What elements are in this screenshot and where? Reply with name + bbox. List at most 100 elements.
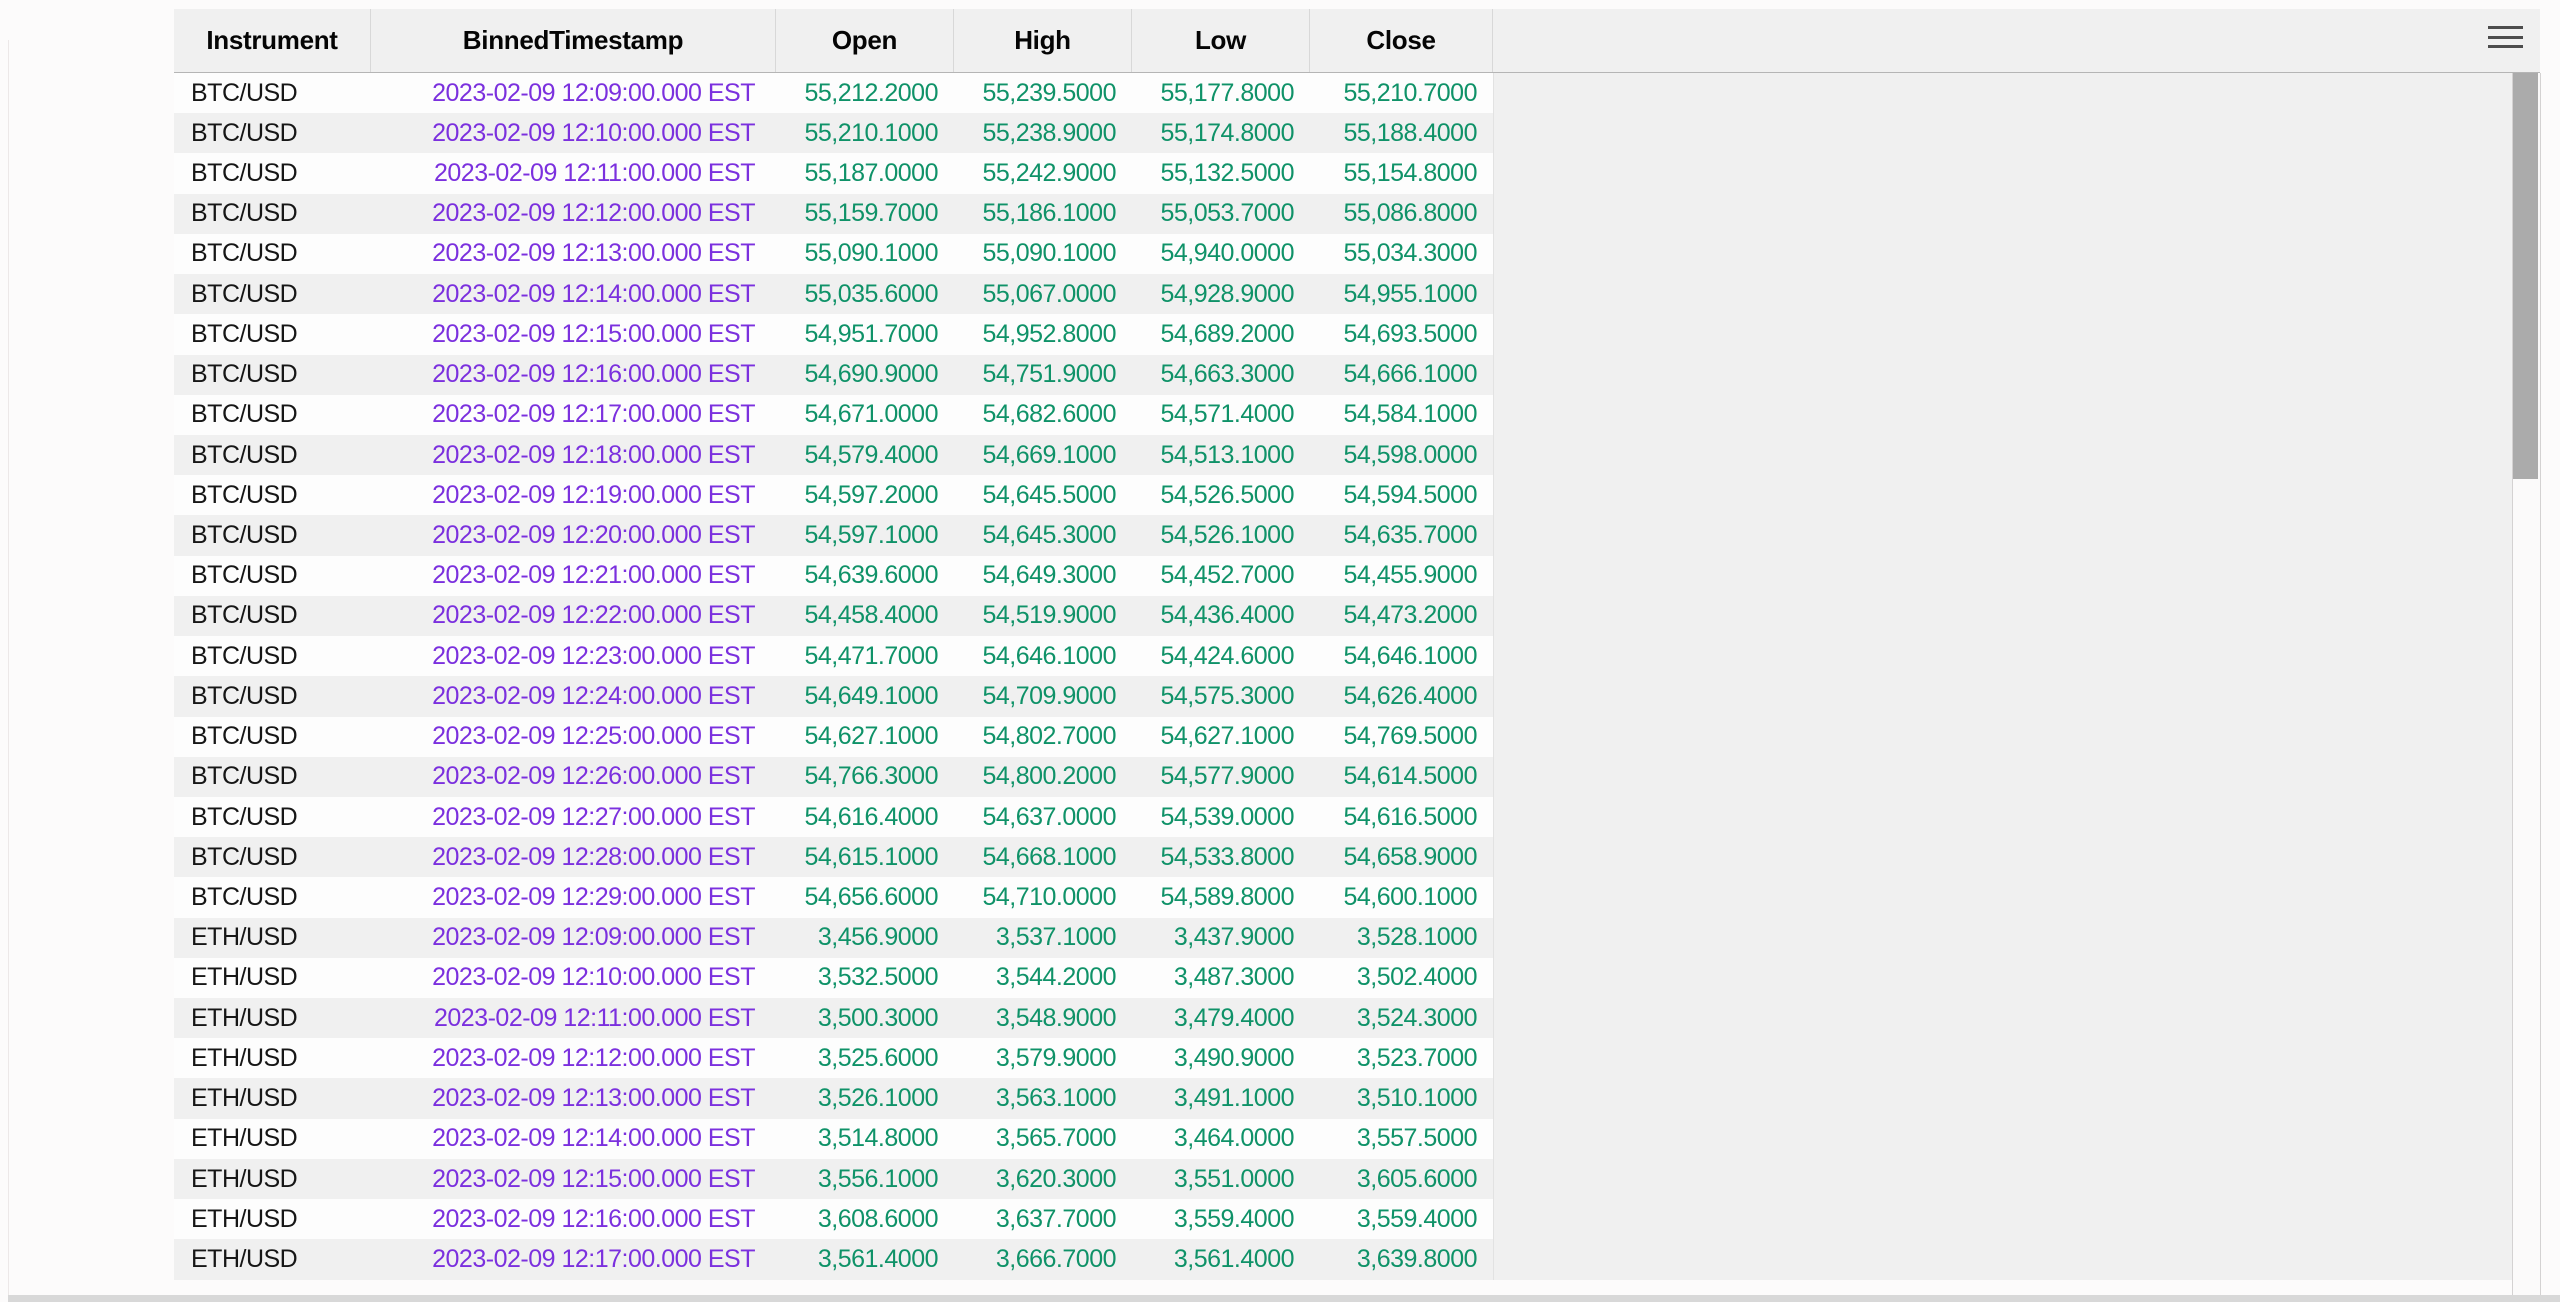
table-row[interactable]: BTC/USD 2023-02-09 12:28:00.000 EST 54,615…	[174, 837, 1493, 878]
cell-close: 3,524.3000	[1356, 1003, 1478, 1032]
cell-instrument: BTC/USD	[191, 641, 298, 670]
cell-low: 54,940.0000	[1160, 239, 1294, 268]
cell-low: 3,561.4000	[1173, 1244, 1295, 1273]
cell-open: 3,561.4000	[817, 1244, 939, 1273]
cell-open: 3,608.6000	[817, 1204, 939, 1233]
settings-menu-button[interactable]	[2488, 26, 2523, 48]
vertical-scrollbar-thumb[interactable]	[2513, 73, 2538, 479]
table-row[interactable]: BTC/USD 2023-02-09 12:17:00.000 EST 54,671…	[174, 394, 1493, 435]
table-row[interactable]: BTC/USD 2023-02-09 12:24:00.000 EST 54,649…	[174, 676, 1493, 717]
cell-open: 3,556.1000	[817, 1164, 939, 1193]
table-row[interactable]: BTC/USD 2023-02-09 12:09:00.000 EST 55,212…	[174, 73, 1493, 114]
empty-grid-area	[1493, 73, 2540, 1280]
table-row[interactable]: BTC/USD 2023-02-09 12:14:00.000 EST 55,035…	[174, 274, 1493, 315]
table-rows: BTC/USD 2023-02-09 12:09:00.000 EST 55,212…	[174, 73, 1493, 1280]
table-row[interactable]: BTC/USD 2023-02-09 12:12:00.000 EST 55,159…	[174, 193, 1493, 234]
cell-instrument: ETH/USD	[191, 1043, 298, 1072]
cell-close: 54,769.5000	[1343, 722, 1477, 751]
column-header-binnedtimestamp[interactable]: BinnedTimestamp	[371, 9, 776, 72]
table-row[interactable]: BTC/USD 2023-02-09 12:29:00.000 EST 54,656…	[174, 877, 1493, 918]
table-row[interactable]: BTC/USD 2023-02-09 12:20:00.000 EST 54,597…	[174, 515, 1493, 556]
table-row[interactable]: BTC/USD 2023-02-09 12:15:00.000 EST 54,951…	[174, 314, 1493, 355]
column-header-instrument[interactable]: Instrument	[174, 9, 371, 72]
cell-timestamp: 2023-02-09 12:12:00.000 EST	[432, 199, 755, 228]
cell-timestamp: 2023-02-09 12:09:00.000 EST	[432, 78, 755, 107]
table-row[interactable]: BTC/USD 2023-02-09 12:25:00.000 EST 54,627…	[174, 716, 1493, 757]
cell-timestamp: 2023-02-09 12:14:00.000 EST	[432, 1124, 755, 1153]
cell-instrument: ETH/USD	[191, 923, 298, 952]
table-row[interactable]: ETH/USD 2023-02-09 12:09:00.000 EST 3,456.…	[174, 917, 1493, 958]
cell-timestamp: 2023-02-09 12:22:00.000 EST	[432, 601, 755, 630]
cell-timestamp: 2023-02-09 12:21:00.000 EST	[432, 561, 755, 590]
cell-instrument: ETH/USD	[191, 1204, 298, 1233]
cell-high: 54,669.1000	[982, 440, 1116, 469]
cell-high: 54,645.3000	[982, 521, 1116, 550]
cell-open: 54,951.7000	[804, 319, 938, 348]
table-row[interactable]: ETH/USD 2023-02-09 12:17:00.000 EST 3,561.…	[174, 1239, 1493, 1280]
table-row[interactable]: ETH/USD 2023-02-09 12:10:00.000 EST 3,532.…	[174, 957, 1493, 999]
cell-close: 54,635.7000	[1343, 521, 1477, 550]
column-header-low[interactable]: Low	[1132, 9, 1310, 72]
datagrid: Instrument BinnedTimestamp Open High Low…	[174, 9, 2540, 1280]
column-header-open[interactable]: Open	[776, 9, 954, 72]
table-row[interactable]: BTC/USD 2023-02-09 12:27:00.000 EST 54,616…	[174, 796, 1493, 838]
table-row[interactable]: ETH/USD 2023-02-09 12:13:00.000 EST 3,526.…	[174, 1078, 1493, 1119]
cell-high: 55,186.1000	[982, 199, 1116, 228]
cell-open: 54,690.9000	[804, 360, 938, 389]
cell-instrument: BTC/USD	[191, 239, 298, 268]
table-row[interactable]: BTC/USD 2023-02-09 12:26:00.000 EST 54,766…	[174, 756, 1493, 797]
cell-high: 55,067.0000	[982, 279, 1116, 308]
column-header-high[interactable]: High	[954, 9, 1132, 72]
cell-close: 3,523.7000	[1356, 1043, 1478, 1072]
table-row[interactable]: BTC/USD 2023-02-09 12:16:00.000 EST 54,690…	[174, 354, 1493, 395]
cell-high: 3,544.2000	[995, 963, 1117, 992]
table-row[interactable]: BTC/USD 2023-02-09 12:10:00.000 EST 55,210…	[174, 113, 1493, 154]
cell-open: 54,579.4000	[804, 440, 938, 469]
table-row[interactable]: ETH/USD 2023-02-09 12:12:00.000 EST 3,525.…	[174, 1038, 1493, 1079]
table-row[interactable]: ETH/USD 2023-02-09 12:11:00.000 EST 3,500.…	[174, 998, 1493, 1039]
cell-high: 55,242.9000	[982, 159, 1116, 188]
cell-instrument: BTC/USD	[191, 802, 298, 831]
cell-high: 55,239.5000	[982, 78, 1116, 107]
cell-high: 54,952.8000	[982, 319, 1116, 348]
cell-high: 54,710.0000	[982, 882, 1116, 911]
table-row[interactable]: ETH/USD 2023-02-09 12:16:00.000 EST 3,608.…	[174, 1199, 1493, 1240]
cell-instrument: BTC/USD	[191, 360, 298, 389]
horizontal-scrollbar[interactable]	[8, 1295, 2560, 1302]
table-row[interactable]: BTC/USD 2023-02-09 12:13:00.000 EST 55,090…	[174, 233, 1493, 275]
cell-low: 55,132.5000	[1160, 159, 1294, 188]
table-row[interactable]: BTC/USD 2023-02-09 12:19:00.000 EST 54,597…	[174, 475, 1493, 516]
cell-close: 54,594.5000	[1343, 480, 1477, 509]
cell-timestamp: 2023-02-09 12:17:00.000 EST	[432, 1244, 755, 1273]
vertical-scrollbar-track[interactable]	[2512, 73, 2541, 1302]
cell-open: 54,766.3000	[804, 762, 938, 791]
cell-open: 54,671.0000	[804, 400, 938, 429]
table-row[interactable]: BTC/USD 2023-02-09 12:18:00.000 EST 54,579…	[174, 434, 1493, 476]
cell-high: 3,579.9000	[995, 1043, 1117, 1072]
cell-open: 54,615.1000	[804, 842, 938, 871]
cell-close: 55,210.7000	[1343, 78, 1477, 107]
cell-close: 54,455.9000	[1343, 561, 1477, 590]
cell-close: 54,666.1000	[1343, 360, 1477, 389]
column-header-close[interactable]: Close	[1310, 9, 1493, 72]
table-row[interactable]: BTC/USD 2023-02-09 12:11:00.000 EST 55,187…	[174, 153, 1493, 194]
table-row[interactable]: BTC/USD 2023-02-09 12:22:00.000 EST 54,458…	[174, 595, 1493, 637]
table-row[interactable]: BTC/USD 2023-02-09 12:23:00.000 EST 54,471…	[174, 636, 1493, 677]
cell-high: 3,666.7000	[995, 1244, 1117, 1273]
cell-low: 54,436.4000	[1160, 601, 1294, 630]
table-row[interactable]: BTC/USD 2023-02-09 12:21:00.000 EST 54,639…	[174, 555, 1493, 596]
table-row[interactable]: ETH/USD 2023-02-09 12:15:00.000 EST 3,556.…	[174, 1158, 1493, 1200]
cell-timestamp: 2023-02-09 12:15:00.000 EST	[432, 1164, 755, 1193]
cell-high: 54,668.1000	[982, 842, 1116, 871]
cell-timestamp: 2023-02-09 12:13:00.000 EST	[432, 1084, 755, 1113]
cell-instrument: ETH/USD	[191, 1244, 298, 1273]
table-row[interactable]: ETH/USD 2023-02-09 12:14:00.000 EST 3,514.…	[174, 1118, 1493, 1159]
cell-close: 54,955.1000	[1343, 279, 1477, 308]
cell-open: 55,159.7000	[804, 199, 938, 228]
cell-open: 55,212.2000	[804, 78, 938, 107]
cell-open: 3,532.5000	[817, 963, 939, 992]
cell-close: 54,614.5000	[1343, 762, 1477, 791]
cell-low: 54,689.2000	[1160, 319, 1294, 348]
cell-low: 54,571.4000	[1160, 400, 1294, 429]
cell-close: 55,154.8000	[1343, 159, 1477, 188]
